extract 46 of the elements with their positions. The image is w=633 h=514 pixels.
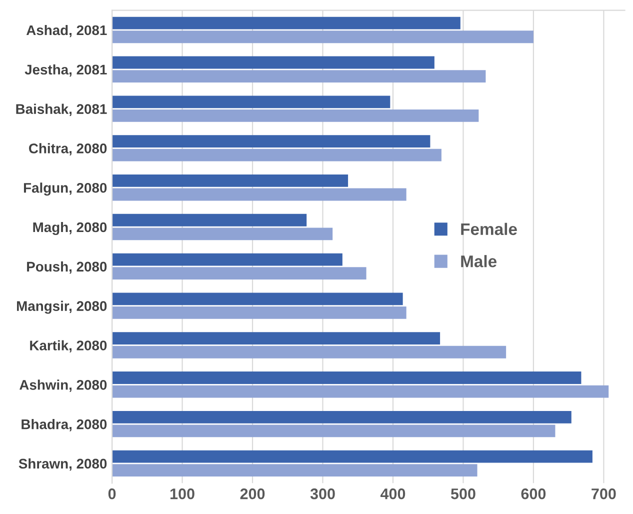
y-tick-label: Mangsir, 2080 bbox=[17, 300, 107, 314]
bar bbox=[112, 56, 434, 69]
bar bbox=[112, 346, 506, 358]
x-tick-label: 300 bbox=[310, 488, 335, 500]
bar bbox=[112, 410, 572, 424]
bar bbox=[112, 228, 333, 240]
x-tick-label: 700 bbox=[592, 488, 616, 500]
bar bbox=[112, 96, 390, 108]
bar bbox=[112, 214, 307, 226]
bar bbox=[112, 135, 430, 148]
bar bbox=[112, 306, 406, 319]
bar bbox=[112, 109, 479, 122]
bar bbox=[112, 450, 592, 463]
bar bbox=[112, 424, 556, 438]
bar bbox=[112, 253, 342, 266]
legend-label: Male bbox=[461, 255, 497, 268]
bar bbox=[112, 372, 582, 384]
x-tick-label: 100 bbox=[170, 488, 194, 500]
bar bbox=[112, 385, 609, 398]
y-tick-label: Baishak, 2081 bbox=[16, 104, 107, 116]
bar bbox=[112, 70, 486, 82]
bar bbox=[112, 292, 403, 306]
y-tick-label: Ashad, 2081 bbox=[26, 24, 107, 38]
y-tick-label: Poush, 2080 bbox=[27, 261, 107, 274]
bar bbox=[112, 188, 406, 201]
legend-label: Female bbox=[461, 222, 517, 236]
x-tick-label: 600 bbox=[521, 488, 546, 500]
x-tick-label: 0 bbox=[108, 488, 116, 500]
bar bbox=[112, 464, 478, 477]
x-tick-label: 400 bbox=[380, 488, 406, 500]
bar bbox=[112, 332, 440, 345]
bar bbox=[112, 16, 460, 30]
y-tick-label: Kartik, 2080 bbox=[30, 340, 107, 352]
x-tick-label: 500 bbox=[450, 488, 476, 500]
bar bbox=[112, 174, 348, 187]
y-tick-label: Bhadra, 2080 bbox=[22, 419, 107, 432]
y-tick-label: Jestha, 2081 bbox=[24, 64, 107, 77]
bar bbox=[112, 267, 366, 280]
bar bbox=[112, 30, 534, 44]
bar bbox=[112, 148, 442, 162]
y-tick-label: Chitra, 2080 bbox=[29, 143, 107, 156]
y-tick-label: Falgun, 2080 bbox=[24, 182, 107, 196]
y-tick-label: Shrawn, 2080 bbox=[18, 458, 107, 471]
y-tick-label: Ashwin, 2080 bbox=[20, 380, 107, 392]
y-tick-label: Magh, 2080 bbox=[33, 222, 107, 235]
x-tick-label: 200 bbox=[240, 488, 265, 500]
